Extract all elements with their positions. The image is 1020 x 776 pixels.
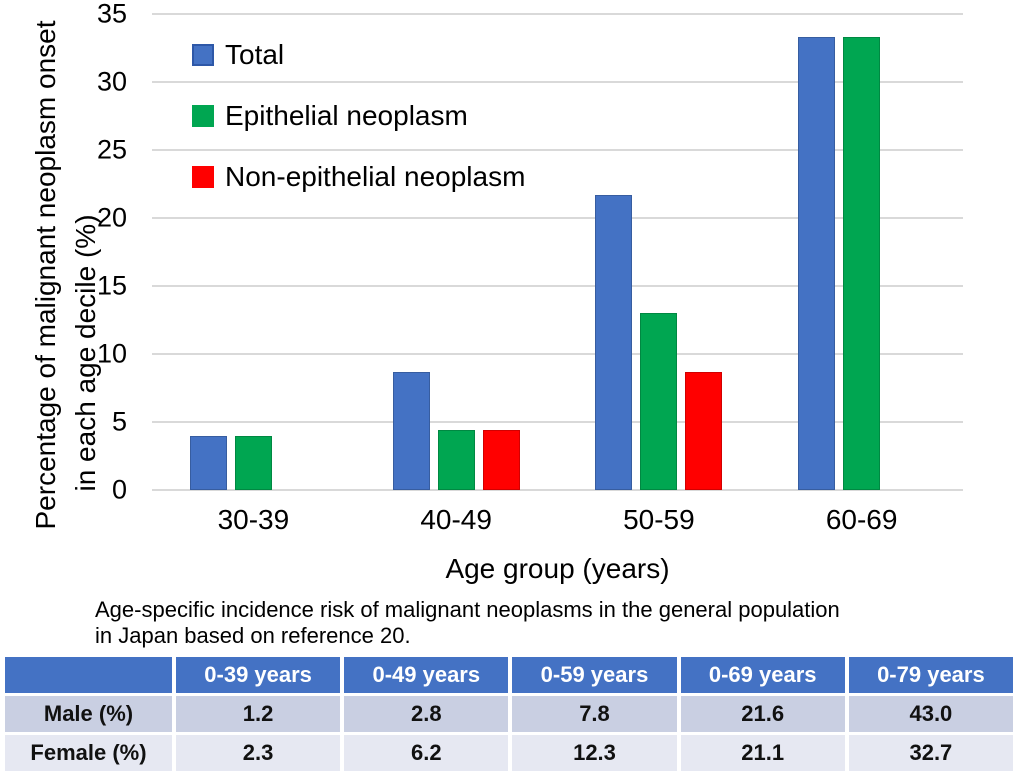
caption-line-2: in Japan based on reference 20. (95, 623, 411, 648)
gridline-0 (152, 489, 963, 491)
legend-swatch-icon (192, 44, 214, 66)
table-cell-female-0-59-years: 12.3 (512, 735, 677, 771)
table-row-label-male: Male (%) (5, 696, 172, 732)
table-cell-female-0-49-years: 6.2 (344, 735, 509, 771)
gridline-10 (152, 353, 963, 355)
y-tick-20: 20 (96, 202, 127, 233)
bar-30-39-total (189, 436, 227, 490)
table-cell-male-0-79-years: 43.0 (848, 696, 1013, 732)
legend-item-non-epithelial-neoplasm: Non-epithelial neoplasm (192, 160, 525, 194)
table-header-0-39-years: 0-39 years (176, 657, 341, 693)
bar-50-59-total (595, 195, 633, 490)
bar-group-40-49 (355, 14, 558, 490)
x-tick-30-39: 30-39 (217, 504, 290, 535)
table-cell-female-0-39-years: 2.3 (176, 735, 341, 771)
y-tick-0: 0 (111, 474, 127, 505)
y-tick-30: 30 (96, 66, 127, 97)
x-tick-40-49: 40-49 (420, 504, 492, 535)
bar-60-69-epithelial-neoplasm (843, 37, 881, 490)
table-cell-male-0-69-years: 21.6 (680, 696, 845, 732)
bar-50-59-epithelial-neoplasm (640, 313, 678, 490)
chart-legend: Total Epithelial neoplasm Non-epithelial n… (192, 38, 525, 194)
y-tick-35: 35 (96, 0, 127, 29)
table-header-blank (5, 657, 172, 693)
legend-label: Epithelial neoplasm (225, 100, 468, 131)
table-cell-male-0-39-years: 1.2 (176, 696, 341, 732)
bar-60-69-total (798, 37, 836, 490)
gridline-15 (152, 285, 963, 287)
bar-50-59-non-epithelial-neoplasm (685, 372, 723, 490)
table-cell-male-0-49-years: 2.8 (344, 696, 509, 732)
gridline-20 (152, 217, 963, 219)
y-tick-10: 10 (96, 338, 127, 369)
bar-40-49-non-epithelial-neoplasm (482, 430, 520, 490)
table-row-label-female: Female (%) (5, 735, 172, 771)
y-tick-15: 15 (96, 270, 127, 301)
table-header-0-59-years: 0-59 years (512, 657, 677, 693)
caption-line-1: Age-specific incidence risk of malignant… (95, 597, 840, 622)
y-tick-5: 5 (111, 406, 127, 437)
bar-40-49-epithelial-neoplasm (437, 430, 475, 490)
bar-group-60-69 (760, 14, 963, 490)
y-tick-25: 25 (96, 134, 127, 165)
x-axis-title: Age group (years) (445, 553, 670, 584)
figure-caption: Age-specific incidence risk of malignant… (95, 597, 975, 649)
bar-group-30-39 (152, 14, 355, 490)
gridline-35 (152, 13, 963, 15)
incidence-table: 0-39 years 0-49 years 0-59 years 0-69 years… (5, 657, 1013, 771)
legend-item-epithelial-neoplasm: Epithelial neoplasm (192, 99, 525, 133)
bar-groups (152, 14, 963, 490)
legend-label: Non-epithelial neoplasm (225, 161, 526, 192)
table-cell-female-0-79-years: 32.7 (848, 735, 1013, 771)
legend-swatch-icon (192, 166, 214, 188)
plot-area: Total Epithelial neoplasm Non-epithelial n… (152, 13, 963, 491)
legend-label: Total (225, 39, 285, 70)
table-header-0-49-years: 0-49 years (344, 657, 509, 693)
x-tick-50-59: 50-59 (623, 504, 695, 535)
bar-30-39-epithelial-neoplasm (234, 436, 272, 490)
x-tick-60-69: 60-69 (825, 504, 898, 535)
gridline-25 (152, 149, 963, 151)
table-cell-female-0-69-years: 21.1 (680, 735, 845, 771)
gridline-5 (152, 421, 963, 423)
table-cell-male-0-59-years: 7.8 (512, 696, 677, 732)
legend-swatch-icon (192, 105, 214, 127)
x-axis-tick-labels: 30-39 40-49 50-59 60-69 (152, 504, 963, 536)
legend-item-total: Total (192, 38, 525, 72)
gridline-30 (152, 81, 963, 83)
table-header-0-79-years: 0-79 years (848, 657, 1013, 693)
table-header-0-69-years: 0-69 years (680, 657, 845, 693)
bar-group-50-59 (558, 14, 761, 490)
bar-40-49-total (392, 372, 430, 490)
